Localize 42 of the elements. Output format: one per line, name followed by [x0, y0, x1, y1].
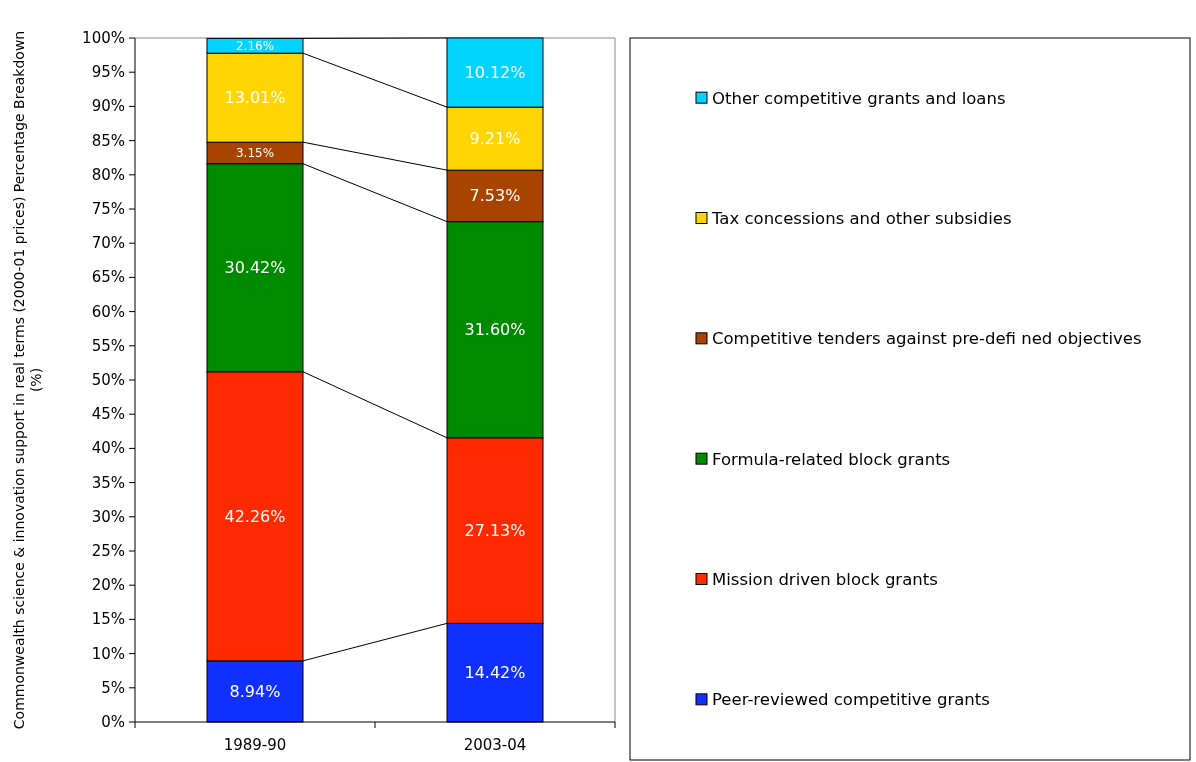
y-axis-title: Commonwealth science & innovation support in real terms (2000-01 prices) Percentage Breakdown (%) — [11, 30, 44, 730]
y-tick-label: 70% — [91, 234, 125, 253]
legend-label: Other competitive grants and loans — [712, 88, 1006, 108]
y-tick-label: 15% — [91, 610, 125, 629]
data-label: 30.42% — [224, 258, 286, 278]
data-label: 8.94% — [229, 681, 281, 701]
y-tick-label: 0% — [101, 713, 125, 731]
data-label: 14.42% — [464, 663, 526, 683]
data-label: 10.12% — [464, 63, 526, 83]
legend-label: Peer-reviewed competitive grants — [712, 690, 990, 710]
data-label: 9.21% — [469, 129, 521, 149]
y-tick-label: 90% — [91, 97, 125, 116]
data-label: 7.53% — [469, 186, 521, 206]
legend-label: Competitive tenders against pre-defi ned objectives — [712, 329, 1142, 349]
y-tick-label: 25% — [91, 542, 125, 560]
y-tick-label: 50% — [91, 371, 125, 389]
y-tick-label: 20% — [91, 576, 125, 595]
legend-label: Mission driven block grants — [712, 570, 938, 589]
legend-label: Tax concessions and other subsidies — [711, 209, 1012, 228]
data-label: 42.26% — [224, 506, 286, 526]
x-tick-label: 2003-04 — [463, 736, 527, 754]
y-tick-label: 65% — [91, 268, 125, 287]
y-tick-label: 45% — [91, 405, 125, 424]
y-tick-label: 5% — [101, 678, 125, 697]
data-label: 13.01% — [224, 88, 286, 108]
y-tick-label: 85% — [91, 131, 125, 150]
y-tick-label: 35% — [91, 473, 125, 492]
y-tick-label: 75% — [91, 200, 125, 218]
y-tick-label: 100% — [82, 29, 125, 47]
data-label: 3.15% — [235, 145, 275, 160]
y-tick-label: 60% — [91, 302, 125, 321]
data-label: 2.16% — [235, 38, 275, 53]
y-tick-label: 30% — [91, 507, 125, 526]
data-label: 31.60% — [464, 320, 526, 340]
x-tick-label: 1989-90 — [223, 736, 287, 754]
y-tick-label: 40% — [91, 439, 125, 458]
y-tick-label: 10% — [91, 644, 125, 663]
y-tick-label: 95% — [91, 63, 125, 82]
data-label: 27.13% — [464, 521, 526, 541]
y-tick-label: 80% — [91, 165, 125, 184]
y-tick-label: 55% — [91, 336, 125, 355]
legend-label: Formula-related block grants — [712, 449, 951, 469]
